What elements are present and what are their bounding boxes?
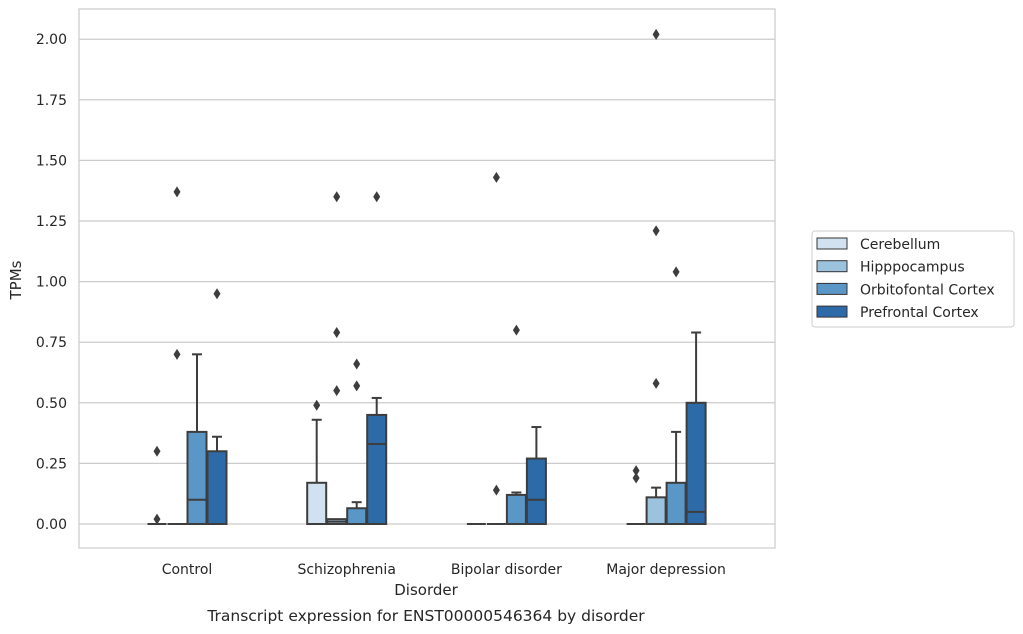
outlier-point: [353, 380, 361, 392]
box-cerebellum: [626, 465, 646, 525]
outlier-point: [492, 171, 500, 183]
plot-frame: [78, 8, 776, 549]
box-body: [306, 481, 328, 525]
x-tick-label: Bipolar disorder: [451, 562, 562, 578]
outlier-point: [333, 327, 341, 339]
y-tick-label: 2.00: [36, 32, 67, 48]
box-body: [346, 507, 368, 525]
box-orbitofontal-cortex: [505, 324, 527, 525]
legend: Cerebellum Hipppocampus Orbitofontal Corte…: [811, 230, 1015, 328]
legend-label: Cerebellum: [860, 237, 940, 253]
y-axis-title: TPMs: [7, 260, 25, 300]
y-tick-label: 1.00: [36, 275, 67, 291]
legend-swatch: [816, 260, 848, 273]
y-tick-label: 1.75: [36, 93, 67, 109]
x-axis-ticks: Control Schizophrenia Bipolar disorder Majo…: [162, 562, 726, 578]
box-orbitofontal-cortex: [665, 266, 687, 525]
legend-label: Prefrontal Cortex: [860, 305, 979, 321]
y-axis-ticks: 0.00 0.25 0.50 0.75 1.00 1.25 1.50 1.75 2.00: [36, 32, 67, 533]
outlier-point: [632, 465, 640, 477]
legend-swatch: [816, 305, 848, 318]
outlier-point: [313, 399, 321, 411]
box-prefrontal-cortex: [206, 288, 228, 525]
y-tick-label: 1.50: [36, 153, 67, 169]
box-prefrontal-cortex: [685, 331, 707, 525]
x-tick-label: Major depression: [606, 562, 726, 578]
outlier-point: [173, 186, 181, 198]
y-tick-label: 0.00: [36, 517, 67, 533]
box-series: [147, 28, 707, 526]
x-axis-title: Disorder: [394, 581, 458, 599]
outlier-point: [373, 191, 381, 203]
outlier-point: [652, 225, 660, 237]
outlier-point: [353, 358, 361, 370]
box-cerebellum: [147, 445, 167, 525]
box-body: [525, 457, 547, 525]
box-body: [505, 493, 527, 525]
legend-item: Cerebellum: [816, 237, 940, 253]
box-hipppocampus: [326, 191, 348, 525]
legend-label: Orbitofontal Cortex: [860, 282, 995, 298]
legend-swatch: [816, 282, 848, 295]
box-cerebellum: [306, 399, 328, 525]
box-prefrontal-cortex: [366, 191, 388, 526]
box-body: [366, 413, 388, 526]
box-hipppocampus: [486, 171, 506, 525]
outlier-point: [492, 484, 500, 496]
outlier-point: [333, 191, 341, 203]
outlier-point: [632, 472, 640, 484]
x-tick-label: Control: [162, 562, 213, 578]
y-tick-label: 0.75: [36, 335, 67, 351]
grid-lines: [79, 38, 775, 525]
box-orbitofontal-cortex: [186, 353, 208, 525]
legend-item: Orbitofontal Cortex: [816, 282, 995, 298]
box-body: [645, 496, 667, 525]
box-body: [665, 481, 687, 525]
y-tick-label: 0.25: [36, 456, 67, 472]
outlier-point: [153, 445, 161, 457]
legend-item: Prefrontal Cortex: [816, 305, 979, 321]
box-hipppocampus: [167, 186, 187, 525]
legend-swatch: [816, 237, 848, 250]
outlier-point: [173, 348, 181, 360]
outlier-point: [333, 385, 341, 397]
outlier-point: [213, 288, 221, 300]
outlier-point: [153, 513, 161, 525]
outlier-point: [652, 28, 660, 40]
box-orbitofontal-cortex: [346, 358, 368, 525]
y-tick-label: 0.50: [36, 396, 67, 412]
box-body: [685, 401, 707, 525]
outlier-point: [512, 324, 520, 336]
chart-caption: Transcript expression for ENST0000054636…: [206, 607, 645, 625]
legend-label: Hipppocampus: [860, 260, 965, 276]
box-body: [186, 430, 208, 525]
outlier-point: [652, 377, 660, 389]
x-tick-label: Schizophrenia: [297, 562, 395, 578]
legend-frame: [811, 230, 1015, 328]
box-prefrontal-cortex: [525, 426, 547, 525]
box-body: [206, 450, 228, 525]
legend-item: Hipppocampus: [816, 260, 965, 276]
outlier-point: [672, 266, 680, 278]
y-tick-label: 1.25: [36, 214, 67, 230]
box-hipppocampus: [645, 28, 667, 525]
